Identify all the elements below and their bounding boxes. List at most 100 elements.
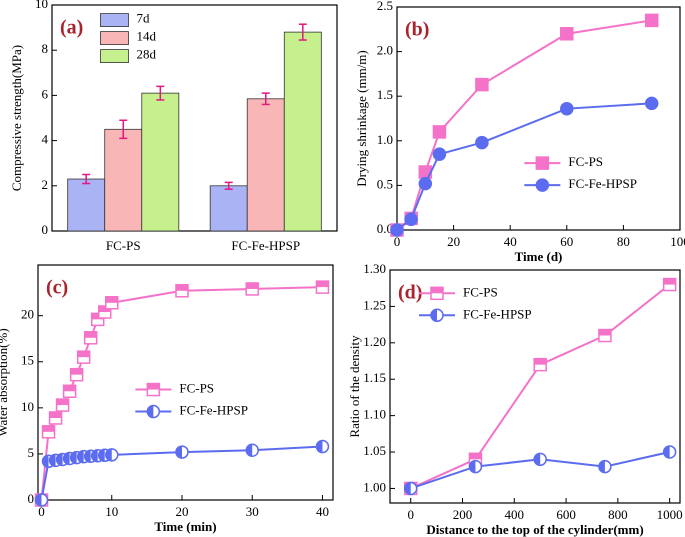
y-tick-label: 1.5 (377, 87, 393, 102)
marker-half (534, 453, 541, 466)
data-point (83, 331, 98, 345)
marker-half (84, 450, 91, 463)
legend-marker (535, 178, 550, 192)
y-tick-label: 1.20 (363, 334, 386, 349)
marker-shape (432, 125, 447, 139)
data-point (315, 280, 330, 294)
marker-half (534, 358, 547, 365)
y-tick-label: 0.5 (377, 176, 393, 191)
y-tick-label: 8 (42, 41, 49, 56)
marker-half (42, 455, 49, 468)
x-tick-label: 400 (505, 507, 525, 522)
data-point (175, 445, 189, 459)
legend-marker (430, 308, 444, 323)
panel-label: (c) (46, 277, 68, 299)
y-tick-label: 10 (21, 399, 34, 414)
marker-shape (560, 27, 574, 41)
x-tick-label: 1000 (657, 507, 683, 522)
data-point (76, 350, 91, 364)
data-point (475, 77, 489, 92)
x-axis-label: Time (min) (154, 519, 216, 534)
marker-half (70, 451, 77, 464)
data-point (560, 101, 574, 116)
marker-half (316, 281, 329, 288)
data-point (475, 135, 489, 150)
marker-half (70, 368, 83, 375)
x-axis-label: Time (d) (515, 249, 563, 264)
marker-half (49, 454, 56, 467)
plot-frame (51, 4, 338, 232)
data-point (245, 443, 259, 457)
error-bar (156, 85, 165, 101)
marker-half (175, 446, 182, 459)
series-line (396, 102, 652, 231)
y-tick-label: 1.15 (363, 370, 386, 385)
data-point (69, 367, 84, 382)
x-tick-label: 0 (38, 504, 45, 519)
data-point (432, 147, 447, 161)
data-point (644, 96, 659, 111)
bar (283, 31, 322, 232)
plot-frame (389, 269, 681, 504)
marker-half (84, 331, 97, 338)
data-point (533, 357, 547, 372)
legend-swatch (100, 31, 129, 46)
marker-half (175, 284, 188, 291)
marker-half (598, 460, 605, 473)
y-tick-label: 1.0 (377, 132, 393, 147)
panel-label: (b) (405, 19, 429, 41)
data-point (533, 452, 547, 467)
marker-half (42, 425, 55, 432)
marker-half (77, 351, 90, 358)
marker-half (98, 306, 111, 312)
y-tick-label: 2 (42, 177, 49, 192)
marker-half (56, 453, 63, 466)
error-bar (298, 23, 307, 41)
legend-marker (535, 156, 550, 170)
plot-frame (396, 6, 681, 231)
marker-half (316, 440, 323, 453)
bar (209, 185, 248, 232)
y-tick-label: 10 (35, 0, 48, 11)
marker-shape (475, 135, 489, 150)
marker-half (147, 383, 160, 390)
data-point (41, 425, 56, 439)
marker-half (404, 482, 411, 495)
y-tick-label: 1.30 (363, 261, 386, 276)
x-tick-label: 20 (447, 234, 460, 249)
x-tick-label: 800 (608, 507, 628, 522)
y-axis-label: Water absorption(%) (0, 328, 10, 436)
panel-label: (a) (60, 17, 83, 39)
marker-half (35, 494, 42, 506)
y-axis-label: Ratio of the density (347, 335, 362, 438)
legend-label: FC-PS (463, 284, 498, 299)
x-tick-label: 200 (453, 507, 473, 522)
marker-half (246, 444, 253, 457)
data-point (105, 448, 119, 462)
marker-half (469, 460, 476, 473)
y-tick-label: 6 (42, 86, 49, 101)
error-bar (119, 119, 128, 140)
marker-shape (644, 13, 659, 28)
y-tick-label: 1.25 (363, 297, 386, 312)
y-tick-label: 1.05 (363, 443, 386, 458)
marker-half (147, 405, 154, 418)
y-tick-label: 0.0 (377, 221, 393, 236)
y-tick-label: 15 (21, 353, 34, 368)
marker-shape (644, 96, 659, 111)
marker-shape (560, 101, 574, 116)
plot-frame (37, 264, 334, 501)
x-tick-label: 0 (394, 234, 401, 249)
legend-label: FC-Fe-HPSP (463, 306, 532, 321)
x-tick-label: 10 (105, 504, 118, 519)
x-tick-label: 60 (560, 234, 573, 249)
legend-label: 7d (137, 11, 151, 26)
y-tick-label: 4 (42, 132, 49, 147)
marker-shape (390, 223, 404, 237)
y-tick-label: 5 (28, 445, 35, 460)
data-point (315, 439, 330, 454)
marker-half (469, 453, 482, 460)
x-tick-label: FC-PS (106, 238, 141, 253)
marker-shape (535, 156, 550, 170)
